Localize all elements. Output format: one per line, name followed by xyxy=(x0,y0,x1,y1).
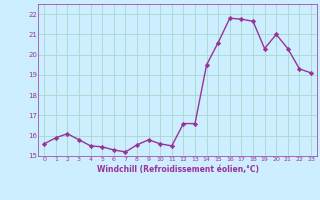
X-axis label: Windchill (Refroidissement éolien,°C): Windchill (Refroidissement éolien,°C) xyxy=(97,165,259,174)
